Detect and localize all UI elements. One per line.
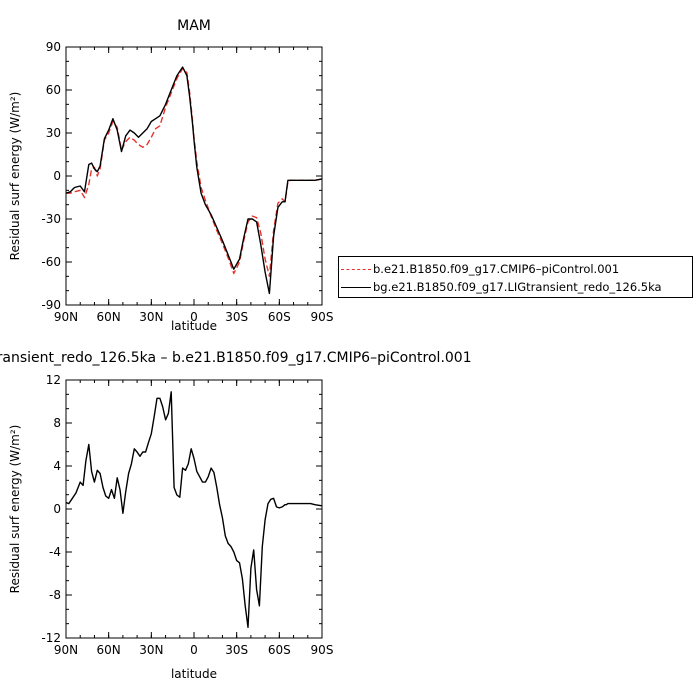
x-tick-label: 30N <box>139 643 163 657</box>
legend-item-control: b.e21.B1850.f09_g17.CMIP6–piControl.001 <box>341 260 619 278</box>
x-tick-label: 90N <box>54 310 78 324</box>
x-tick-label: 90S <box>311 310 334 324</box>
chart-title: MAM <box>177 18 211 34</box>
series-line-1 <box>66 67 323 277</box>
y-axis-label: Residual surf energy (W/m²) <box>8 92 22 261</box>
x-axis-ticks: 90N 60N 30N 0 30S 60S 90S <box>54 380 334 657</box>
y-tick-label: -12 <box>41 631 61 645</box>
series-group <box>65 391 323 628</box>
y-tick-label: 30 <box>46 126 61 140</box>
y-tick-label: 8 <box>53 416 61 430</box>
x-tick-label: 90S <box>311 643 334 657</box>
y-tick-label: -90 <box>41 298 61 312</box>
legend-item-ligtransient: bg.e21.B1850.f09_g17.LIGtransient_redo_1… <box>341 278 662 296</box>
legend-label: b.e21.B1850.f09_g17.CMIP6–piControl.001 <box>373 262 620 276</box>
y-tick-label: -60 <box>41 255 61 269</box>
x-axis-ticks: 90N 60N 30N 0 30S 60S 90S <box>54 47 334 324</box>
y-axis-ticks: -12 -8 -4 0 4 8 12 <box>41 373 322 645</box>
y-tick-label: 60 <box>46 83 61 97</box>
mam-chart-panel: MAM -90 -60 -30 0 30 60 90 90N 60N 30N 0 30S 60S 90S… <box>8 18 333 333</box>
x-tick-label: 60N <box>97 310 121 324</box>
plot-frame <box>65 379 323 639</box>
x-axis-label: latitude <box>171 667 217 681</box>
y-axis-ticks: -90 -60 -30 0 30 60 90 <box>41 40 322 312</box>
legend-label: bg.e21.B1850.f09_g17.LIGtransient_redo_1… <box>373 280 662 294</box>
x-tick-label: 60S <box>268 310 291 324</box>
x-tick-label: 30N <box>139 310 163 324</box>
plot-frame <box>65 46 323 306</box>
chart-title: LIGtransient_redo_126.5ka – b.e21.B1850.… <box>0 350 472 366</box>
series-line-2 <box>65 66 323 295</box>
legend: b.e21.B1850.f09_g17.CMIP6–piControl.001 … <box>338 256 693 298</box>
x-tick-label: 90N <box>54 643 78 657</box>
x-axis-label: latitude <box>171 319 217 333</box>
x-tick-label: 0 <box>190 643 198 657</box>
y-tick-label: -30 <box>41 212 61 226</box>
y-tick-label: 12 <box>46 373 61 387</box>
x-tick-label: 0 <box>190 310 198 324</box>
y-tick-label: 0 <box>53 502 61 516</box>
y-tick-label: 4 <box>53 459 61 473</box>
difference-chart-panel: LIGtransient_redo_126.5ka – b.e21.B1850.… <box>0 350 472 681</box>
legend-swatch-solid-black <box>341 286 371 288</box>
y-tick-label: -4 <box>49 545 61 559</box>
y-axis-label: Residual surf energy (W/m²) <box>8 425 22 594</box>
x-tick-label: 30S <box>225 310 248 324</box>
x-tick-label: 60N <box>97 643 121 657</box>
x-tick-label: 60S <box>268 643 291 657</box>
y-tick-label: 0 <box>53 169 61 183</box>
x-tick-label: 30S <box>225 643 248 657</box>
series-group <box>65 66 323 295</box>
y-tick-label: -8 <box>49 588 61 602</box>
series-line-1 <box>65 391 323 628</box>
legend-swatch-dashed-red <box>341 268 371 270</box>
y-tick-label: 90 <box>46 40 61 54</box>
